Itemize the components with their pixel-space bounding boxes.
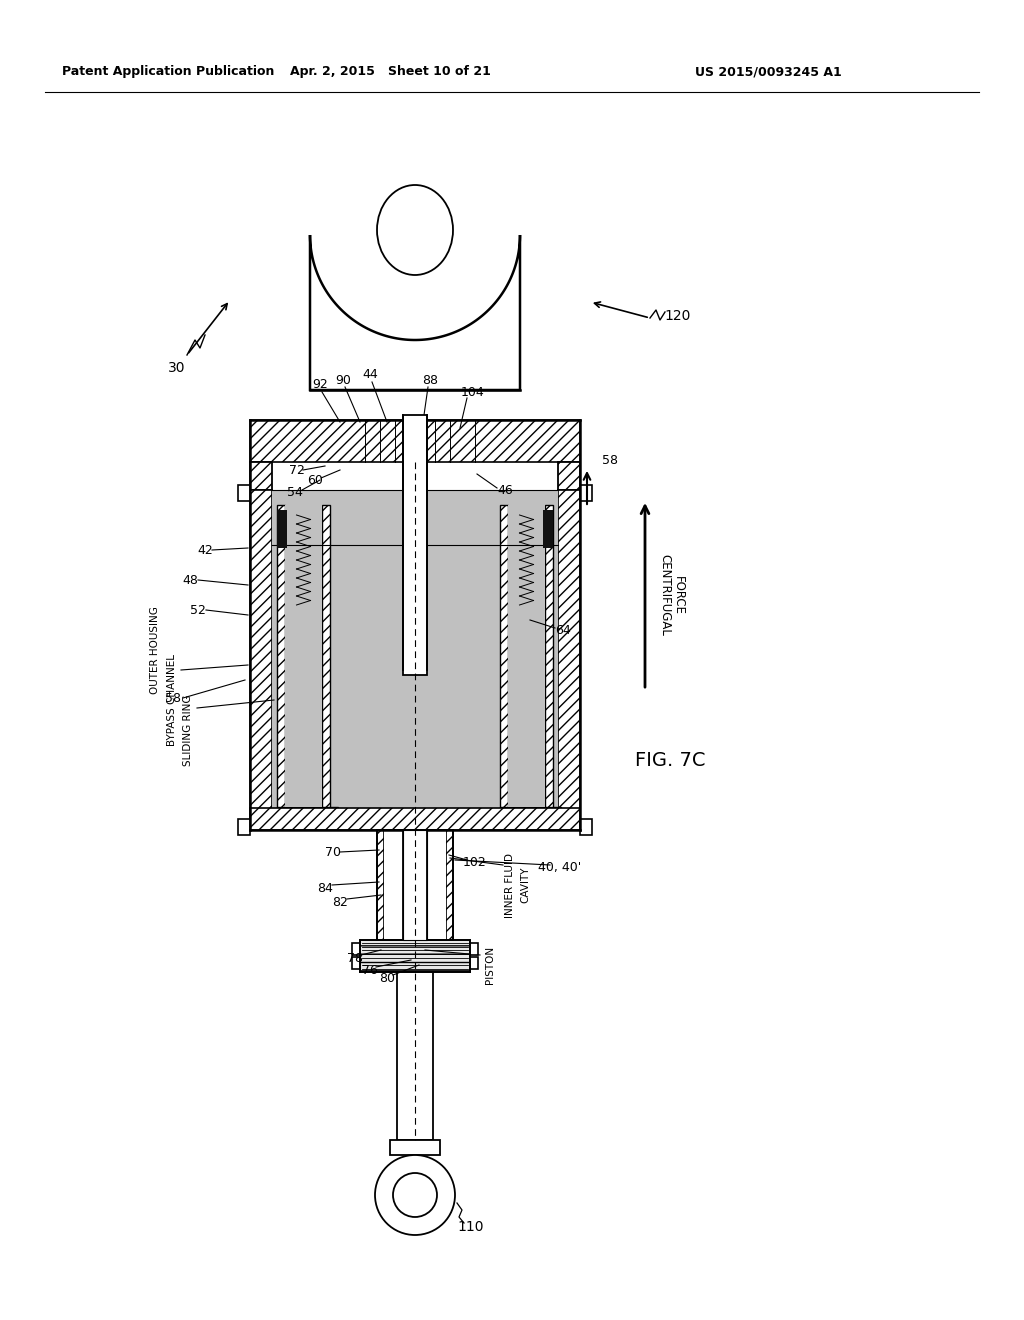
- Circle shape: [393, 1173, 437, 1217]
- Text: 72: 72: [289, 463, 305, 477]
- Text: 88: 88: [422, 374, 438, 387]
- Bar: [403, 414, 427, 675]
- Text: 42: 42: [198, 544, 213, 557]
- Bar: [352, 942, 360, 954]
- Bar: [500, 506, 508, 814]
- Text: BYPASS CHANNEL: BYPASS CHANNEL: [167, 653, 177, 746]
- Text: 30: 30: [168, 360, 185, 375]
- Bar: [250, 808, 580, 830]
- Text: Patent Application Publication: Patent Application Publication: [62, 66, 274, 78]
- Text: CENTRIFUGAL: CENTRIFUGAL: [658, 554, 672, 636]
- Bar: [250, 490, 272, 830]
- Text: 40, 40': 40, 40': [539, 862, 582, 874]
- Bar: [446, 830, 453, 940]
- Text: 48: 48: [182, 573, 198, 586]
- Text: 84: 84: [317, 882, 333, 895]
- Bar: [278, 506, 285, 814]
- Text: 80: 80: [379, 972, 395, 985]
- Bar: [403, 830, 427, 940]
- Text: 102: 102: [463, 855, 486, 869]
- Bar: [278, 510, 287, 548]
- Bar: [377, 830, 384, 940]
- Bar: [238, 818, 250, 836]
- Bar: [558, 490, 580, 830]
- Text: 90: 90: [335, 374, 351, 387]
- Text: 60: 60: [307, 474, 323, 487]
- Polygon shape: [310, 235, 520, 389]
- Bar: [360, 940, 470, 972]
- Text: 120: 120: [665, 309, 691, 323]
- Text: 76: 76: [362, 964, 378, 977]
- Bar: [545, 506, 553, 814]
- Text: FORCE: FORCE: [672, 576, 684, 615]
- Bar: [285, 506, 322, 807]
- Bar: [500, 807, 561, 814]
- Bar: [558, 462, 580, 490]
- Bar: [250, 420, 580, 462]
- Bar: [580, 484, 592, 502]
- Bar: [470, 942, 478, 954]
- Bar: [384, 830, 446, 940]
- Text: 92: 92: [312, 379, 328, 392]
- Text: CAVITY: CAVITY: [520, 867, 530, 903]
- Text: US 2015/0093245 A1: US 2015/0093245 A1: [695, 66, 842, 78]
- Text: FIG. 7C: FIG. 7C: [635, 751, 706, 770]
- Text: 46: 46: [497, 483, 513, 496]
- Text: 58: 58: [165, 692, 181, 705]
- Ellipse shape: [377, 185, 453, 275]
- Text: 70: 70: [325, 846, 341, 858]
- Circle shape: [375, 1155, 455, 1236]
- Text: INNER FLUID: INNER FLUID: [505, 853, 515, 917]
- Bar: [238, 484, 250, 502]
- Bar: [508, 506, 545, 807]
- Text: SLIDING RING: SLIDING RING: [183, 694, 193, 766]
- Text: Apr. 2, 2015   Sheet 10 of 21: Apr. 2, 2015 Sheet 10 of 21: [290, 66, 490, 78]
- Text: 64: 64: [555, 623, 570, 636]
- Text: 110: 110: [458, 1220, 484, 1234]
- Text: 52: 52: [190, 603, 206, 616]
- Bar: [352, 957, 360, 969]
- Text: 82: 82: [332, 895, 348, 908]
- Text: 78: 78: [347, 952, 362, 965]
- Text: OUTER HOUSING: OUTER HOUSING: [150, 606, 160, 694]
- Bar: [397, 972, 433, 1140]
- Bar: [272, 490, 558, 830]
- Bar: [580, 818, 592, 836]
- Text: 54: 54: [287, 486, 303, 499]
- Text: 58: 58: [602, 454, 618, 466]
- Bar: [322, 506, 330, 814]
- Bar: [390, 1140, 440, 1155]
- Text: 104: 104: [461, 385, 485, 399]
- Bar: [543, 510, 553, 548]
- Text: PISTON: PISTON: [485, 946, 495, 985]
- Bar: [250, 462, 272, 490]
- Bar: [278, 807, 338, 814]
- Text: 44: 44: [362, 368, 378, 381]
- Bar: [470, 957, 478, 969]
